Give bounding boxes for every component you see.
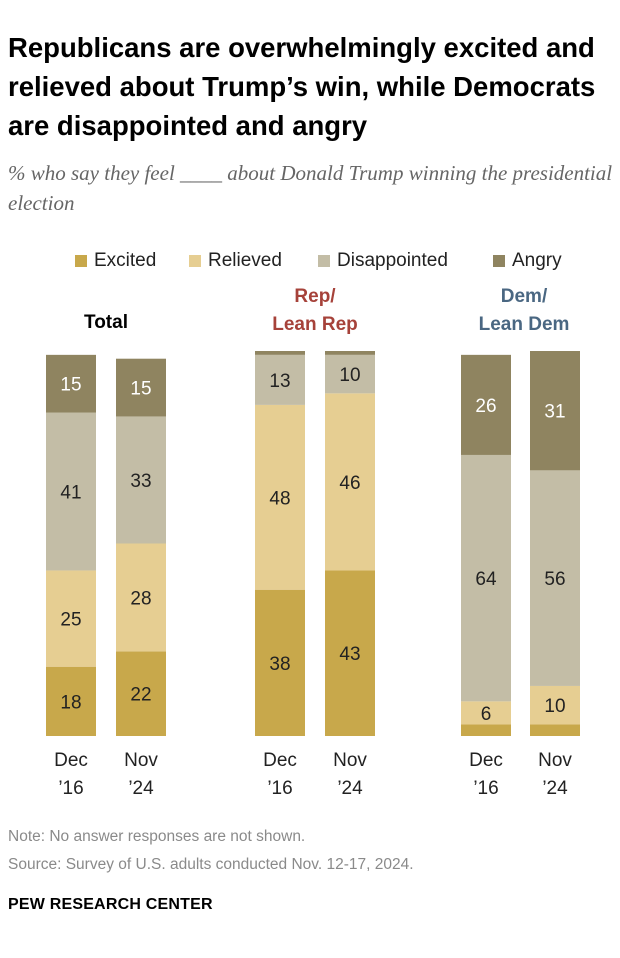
data-label-rep-lean-rep-dec-excited: 38 xyxy=(269,654,290,675)
legend-item-excited: Excited xyxy=(75,248,156,274)
bar-segment-total-nov-relieved xyxy=(116,543,166,652)
data-label-dem-lean-dem-nov-disappointed: 56 xyxy=(544,569,565,590)
data-label-total-nov-excited: 22 xyxy=(130,685,151,706)
x-label-total-nov-year: ’24 xyxy=(128,778,154,799)
bar-segment-total-nov-angry xyxy=(116,358,166,417)
bar-segment-dem-lean-dem-nov-angry xyxy=(530,351,580,471)
chart-title: Republicans are overwhelmingly excited a… xyxy=(8,32,596,141)
data-label-total-nov-disappointed: 33 xyxy=(130,471,151,492)
x-label-total-dec-year: ’16 xyxy=(58,778,83,799)
bar-segment-dem-lean-dem-dec-excited xyxy=(461,724,511,736)
bar-segment-total-dec-disappointed xyxy=(46,412,96,571)
data-label-rep-lean-rep-nov-excited: 43 xyxy=(339,644,360,665)
bar-segment-rep-lean-rep-dec-disappointed xyxy=(255,354,305,405)
bar-segment-total-dec-relieved xyxy=(46,570,96,667)
bar-segment-dem-lean-dem-nov-excited xyxy=(530,724,580,736)
data-label-dem-lean-dem-dec-disappointed: 64 xyxy=(475,569,497,590)
data-label-total-nov-angry: 15 xyxy=(130,379,151,400)
bar-segment-dem-lean-dem-dec-angry xyxy=(461,354,511,455)
bar-segment-rep-lean-rep-dec-angry xyxy=(255,351,305,355)
data-label-rep-lean-rep-nov-relieved: 46 xyxy=(339,473,360,494)
bar-segment-rep-lean-rep-nov-angry xyxy=(325,351,375,355)
chart-subtitle: % who say they feel ____ about Donald Tr… xyxy=(8,161,613,215)
bar-segment-total-nov-excited xyxy=(116,651,166,736)
group-label-total-line-1: Total xyxy=(84,312,128,333)
legend-label-disappointed: Disappointed xyxy=(337,250,448,271)
data-label-total-dec-relieved: 25 xyxy=(60,610,81,631)
data-label-total-dec-angry: 15 xyxy=(60,375,81,396)
data-label-dem-lean-dem-dec-angry: 26 xyxy=(475,396,496,417)
x-label-total-nov-month: Nov xyxy=(124,750,158,771)
source-text: Source: Survey of U.S. adults conducted … xyxy=(8,856,414,873)
x-label-dem-lean-dem-nov-year: ’24 xyxy=(542,778,568,799)
note-text: Note: No answer responses are not shown. xyxy=(8,828,306,845)
group-label-rep-lean-rep-line-1: Rep/ xyxy=(294,286,336,307)
legend: Excited Relieved Disappointed Angry xyxy=(0,248,620,274)
legend-swatch-relieved xyxy=(189,255,201,267)
legend-item-angry: Angry xyxy=(493,248,562,274)
data-label-rep-lean-rep-dec-disappointed: 13 xyxy=(269,371,290,392)
group-label-rep-lean-rep-line-2: Lean Rep xyxy=(272,314,358,335)
x-label-rep-lean-rep-dec-month: Dec xyxy=(263,750,297,771)
data-label-rep-lean-rep-dec-relieved: 48 xyxy=(269,488,290,509)
bar-segment-rep-lean-rep-dec-excited xyxy=(255,589,305,736)
data-label-total-dec-excited: 18 xyxy=(60,692,81,713)
legend-label-relieved: Relieved xyxy=(208,250,282,271)
data-label-dem-lean-dem-dec-relieved: 6 xyxy=(481,704,492,725)
bar-segment-rep-lean-rep-nov-excited xyxy=(325,570,375,736)
bar-segment-total-dec-angry xyxy=(46,354,96,413)
bar-segment-rep-lean-rep-nov-relieved xyxy=(325,393,375,571)
legend-item-disappointed: Disappointed xyxy=(318,248,448,274)
bar-segment-dem-lean-dem-dec-disappointed xyxy=(461,454,511,702)
data-label-total-nov-relieved: 28 xyxy=(130,588,151,609)
legend-swatch-angry xyxy=(493,255,505,267)
bar-segment-rep-lean-rep-dec-relieved xyxy=(255,404,305,590)
data-label-dem-lean-dem-nov-angry: 31 xyxy=(544,402,565,423)
footer-brand: PEW RESEARCH CENTER xyxy=(8,896,213,913)
x-label-dem-lean-dem-nov-month: Nov xyxy=(538,750,572,771)
data-label-total-dec-disappointed: 41 xyxy=(60,483,81,504)
x-label-dem-lean-dem-dec-year: ’16 xyxy=(473,778,498,799)
bar-segment-total-nov-disappointed xyxy=(116,416,166,544)
legend-label-excited: Excited xyxy=(94,250,157,271)
legend-swatch-excited xyxy=(75,255,87,267)
bar-segment-rep-lean-rep-nov-disappointed xyxy=(325,354,375,394)
data-label-dem-lean-dem-nov-relieved: 10 xyxy=(544,696,565,717)
legend-swatch-disappointed xyxy=(318,255,330,267)
x-label-dem-lean-dem-dec-month: Dec xyxy=(469,750,503,771)
data-label-rep-lean-rep-nov-disappointed: 10 xyxy=(339,365,360,386)
x-label-rep-lean-rep-nov-month: Nov xyxy=(333,750,367,771)
bar-segment-total-dec-excited xyxy=(46,666,96,736)
legend-item-relieved: Relieved xyxy=(189,248,282,274)
bar-segment-dem-lean-dem-nov-relieved xyxy=(530,685,580,725)
legend-label-angry: Angry xyxy=(512,250,562,271)
x-label-rep-lean-rep-nov-year: ’24 xyxy=(337,778,363,799)
bar-segment-dem-lean-dem-dec-relieved xyxy=(461,701,511,725)
stacked-bar-chart: Total 18 25 41 15 Dec ’16 22 28 33 15 Nov ’24 Rep/Lea… xyxy=(46,286,580,799)
group-label-dem-lean-dem-line-2: Lean Dem xyxy=(479,314,570,335)
bar-segment-dem-lean-dem-nov-disappointed xyxy=(530,470,580,686)
group-label-dem-lean-dem-line-1: Dem/ xyxy=(501,286,548,307)
x-label-total-dec-month: Dec xyxy=(54,750,88,771)
x-label-rep-lean-rep-dec-year: ’16 xyxy=(267,778,292,799)
